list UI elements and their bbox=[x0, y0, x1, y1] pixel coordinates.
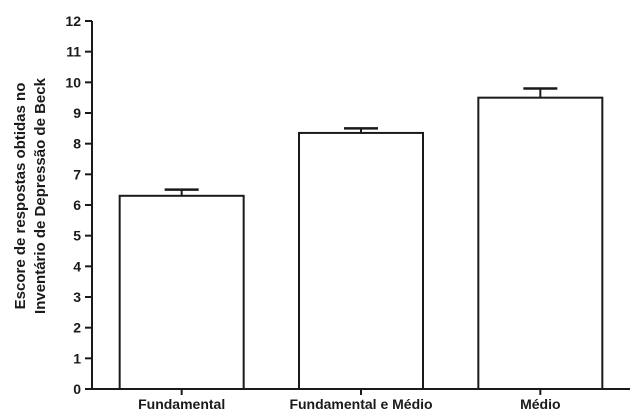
y-tick-label: 2 bbox=[73, 320, 81, 336]
y-axis-title-line-2: Inventário de Depressão de Beck bbox=[32, 77, 49, 314]
bar bbox=[477, 96, 604, 391]
y-tick-label: 12 bbox=[65, 13, 81, 29]
y-tick-label: 10 bbox=[65, 74, 81, 90]
bars bbox=[118, 87, 604, 395]
y-tick-label: 4 bbox=[73, 258, 81, 274]
y-tick-label: 7 bbox=[73, 166, 81, 182]
y-tick-label: 1 bbox=[73, 350, 81, 366]
x-tick-label: Fundamental e Médio bbox=[289, 396, 432, 412]
y-tick-label: 6 bbox=[73, 197, 81, 213]
x-tick-label: Fundamental bbox=[138, 396, 225, 412]
x-tick-labels: Fundamental Fundamental e Médio Médio bbox=[138, 396, 560, 412]
y-axis-title-line-1: Escore de respostas obtidas no bbox=[12, 83, 29, 310]
y-tick-label: 8 bbox=[73, 136, 81, 152]
y-tick-label: 11 bbox=[66, 44, 81, 60]
x-tick-label: Médio bbox=[520, 396, 560, 412]
y-axis-title: Escore de respostas obtidas no Inventári… bbox=[12, 77, 49, 314]
bar bbox=[298, 131, 424, 391]
y-tick-label: 5 bbox=[73, 228, 81, 244]
bar bbox=[118, 194, 245, 390]
y-tick-label: 0 bbox=[73, 381, 81, 397]
y-tick-label: 9 bbox=[73, 105, 81, 121]
y-tick-label: 3 bbox=[73, 289, 81, 305]
